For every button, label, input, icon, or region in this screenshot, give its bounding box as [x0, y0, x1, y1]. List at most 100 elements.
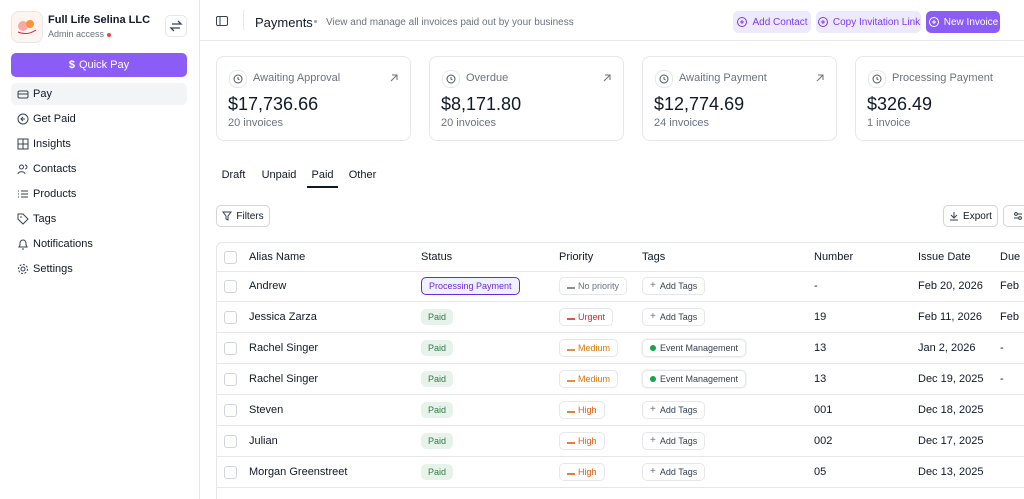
status-badge: Processing Payment: [421, 277, 520, 295]
tag-chip[interactable]: Event Management: [642, 339, 747, 357]
card-count: 20 invoices: [441, 117, 497, 129]
nav-item[interactable]: Settings: [11, 258, 187, 280]
priority-badge[interactable]: Medium: [559, 339, 619, 357]
nav-item[interactable]: Pay: [11, 83, 187, 105]
org-logo: [11, 11, 43, 43]
nav-item[interactable]: Tags: [11, 208, 187, 230]
status-badge: Paid: [421, 309, 454, 325]
summary-card[interactable]: Awaiting Approval $17,736.66 20 invoices: [216, 56, 411, 141]
card-icon: [229, 70, 247, 88]
summary-card[interactable]: Processing Payment $326.49 1 invoice: [855, 56, 1024, 141]
status-badge: Paid: [421, 371, 454, 387]
priority-badge[interactable]: Medium: [559, 370, 619, 388]
summary-card[interactable]: Overdue $8,171.80 20 invoices: [429, 56, 624, 141]
priority-icon: [567, 376, 575, 382]
column-header[interactable]: Priority: [559, 251, 594, 263]
priority-icon: [567, 314, 575, 320]
button-text: Copy Invitation Link: [832, 16, 921, 28]
row-checkbox[interactable]: [224, 342, 237, 355]
card-count: 20 invoices: [228, 117, 284, 129]
sidebar: Full Life Selina LLC Admin access $ Quick…: [0, 0, 200, 499]
nav-item[interactable]: Insights: [11, 133, 187, 155]
priority-badge[interactable]: High: [559, 401, 605, 419]
card-arrow: [601, 72, 613, 84]
tag-chip[interactable]: Event Management: [642, 370, 747, 388]
card-label: Awaiting Payment: [679, 72, 767, 84]
nav-item[interactable]: Contacts: [11, 158, 187, 180]
due-date: -: [1000, 373, 1004, 385]
card-count: 24 invoices: [654, 117, 710, 129]
tab[interactable]: Unpaid: [261, 169, 297, 181]
summary-card[interactable]: Awaiting Payment $12,774.69 24 invoices: [642, 56, 837, 141]
export-button[interactable]: Export: [943, 205, 998, 227]
row-checkbox[interactable]: [224, 373, 237, 386]
nav-item[interactable]: Products: [11, 183, 187, 205]
nav-label: Tags: [33, 213, 57, 225]
card-arrow: [814, 72, 826, 84]
column-header[interactable]: Issue Date: [918, 251, 971, 263]
row-checkbox[interactable]: [224, 404, 237, 417]
tag-chip[interactable]: + Add Tags: [642, 277, 706, 295]
row-checkbox[interactable]: [224, 251, 237, 264]
logo-art: [17, 20, 37, 35]
nav-icon: [17, 138, 29, 150]
button-text: Add Contact: [752, 16, 808, 28]
due-date: Feb: [1000, 280, 1019, 292]
card-icon: [442, 70, 460, 88]
nav-icon-svg: [17, 90, 29, 99]
card-icon-svg: [872, 74, 882, 84]
quick-pay-button[interactable]: $ Quick Pay: [11, 53, 187, 77]
status-badge: Paid: [421, 433, 454, 449]
button-icon-svg: [737, 17, 748, 27]
status-badge: Paid: [421, 464, 454, 480]
tag-text: Add Tags: [659, 436, 698, 446]
nav-item[interactable]: Get Paid: [11, 108, 187, 130]
row-checkbox[interactable]: [224, 466, 237, 479]
tag-chip[interactable]: + Add Tags: [642, 432, 706, 450]
tab[interactable]: Other: [348, 169, 377, 181]
settings-button[interactable]: [1003, 205, 1024, 227]
filters-button[interactable]: Filters: [216, 205, 270, 227]
divider: [243, 10, 244, 30]
priority-badge[interactable]: High: [559, 463, 605, 481]
header-button[interactable]: Add Contact: [733, 11, 811, 33]
column-header[interactable]: Status: [421, 251, 453, 263]
tag-chip[interactable]: + Add Tags: [642, 401, 706, 419]
tag-chip[interactable]: + Add Tags: [642, 308, 706, 326]
button-icon: [817, 16, 829, 28]
row-checkbox[interactable]: [224, 311, 237, 324]
sliders-icon: [1014, 212, 1022, 220]
sidebar-toggle[interactable]: [216, 15, 228, 27]
tab[interactable]: Paid: [307, 166, 338, 188]
issue-date: Dec 17, 2025: [918, 435, 984, 447]
card-label: Overdue: [466, 72, 509, 84]
tag-chip[interactable]: + Add Tags: [642, 463, 706, 481]
invoice-number: 001: [814, 404, 833, 416]
row-checkbox[interactable]: [224, 435, 237, 448]
issue-date: Feb 20, 2026: [918, 280, 983, 292]
due-date: -: [1000, 342, 1004, 354]
column-header[interactable]: Number: [814, 251, 854, 263]
priority-icon: [567, 469, 575, 475]
page-subtitle: View and manage all invoices paid out by…: [326, 17, 574, 28]
header-button[interactable]: Copy Invitation Link: [816, 11, 921, 33]
priority-badge[interactable]: Urgent: [559, 308, 614, 326]
header-button[interactable]: New Invoice: [926, 11, 1000, 33]
tab[interactable]: Draft: [221, 169, 246, 181]
row-divider: [217, 487, 1024, 488]
page-title: Payments: [255, 15, 313, 30]
invoice-number: 19: [814, 311, 827, 323]
row-checkbox[interactable]: [224, 280, 237, 293]
column-header[interactable]: Tags: [642, 251, 666, 263]
tag-text: Add Tags: [659, 312, 698, 322]
nav-icon-svg: [18, 264, 28, 274]
priority-badge[interactable]: High: [559, 432, 605, 450]
issue-date: Feb 11, 2026: [918, 311, 983, 323]
column-header[interactable]: Alias Name: [249, 251, 306, 263]
card-icon-svg: [446, 74, 456, 84]
plus-icon: +: [650, 404, 656, 415]
column-header[interactable]: Due: [1000, 251, 1021, 263]
priority-badge[interactable]: No priority: [559, 277, 628, 295]
switch-org[interactable]: [165, 15, 187, 37]
nav-item[interactable]: Notifications: [11, 233, 187, 255]
